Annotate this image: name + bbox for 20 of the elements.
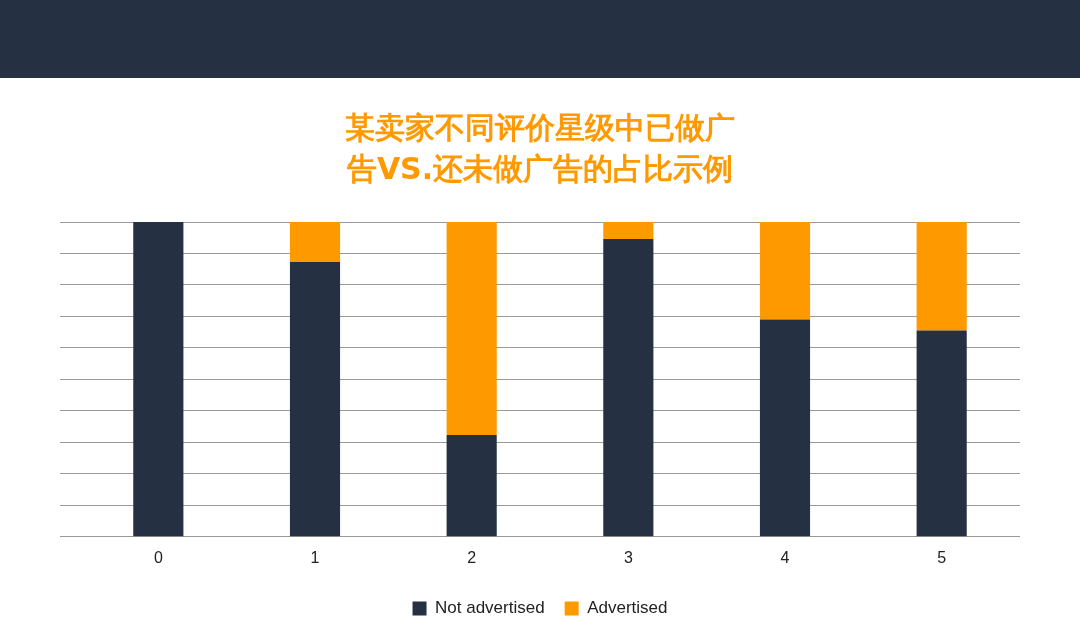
bar [759,222,811,320]
bar [289,222,341,262]
legend-label: Not advertised [435,598,545,618]
x-tick-label: 4 [780,548,790,566]
bar [446,435,497,537]
bar [603,239,654,537]
bar [133,222,184,537]
bar [446,222,497,436]
x-tick-label: 1 [310,548,320,566]
x-tick-label: 3 [623,548,633,566]
x-tick-label: 0 [153,548,163,566]
bar [603,222,654,239]
legend-label: Advertised [587,598,668,618]
x-tick-label: 5 [937,548,947,566]
bar [916,222,967,331]
bar [289,261,341,537]
bar [759,319,811,537]
x-tick-label: 2 [467,548,477,566]
chart-title: 某卖家不同评价星级中已做广告VS.还未做广告的占比示例 [344,109,736,188]
bar [916,330,967,537]
